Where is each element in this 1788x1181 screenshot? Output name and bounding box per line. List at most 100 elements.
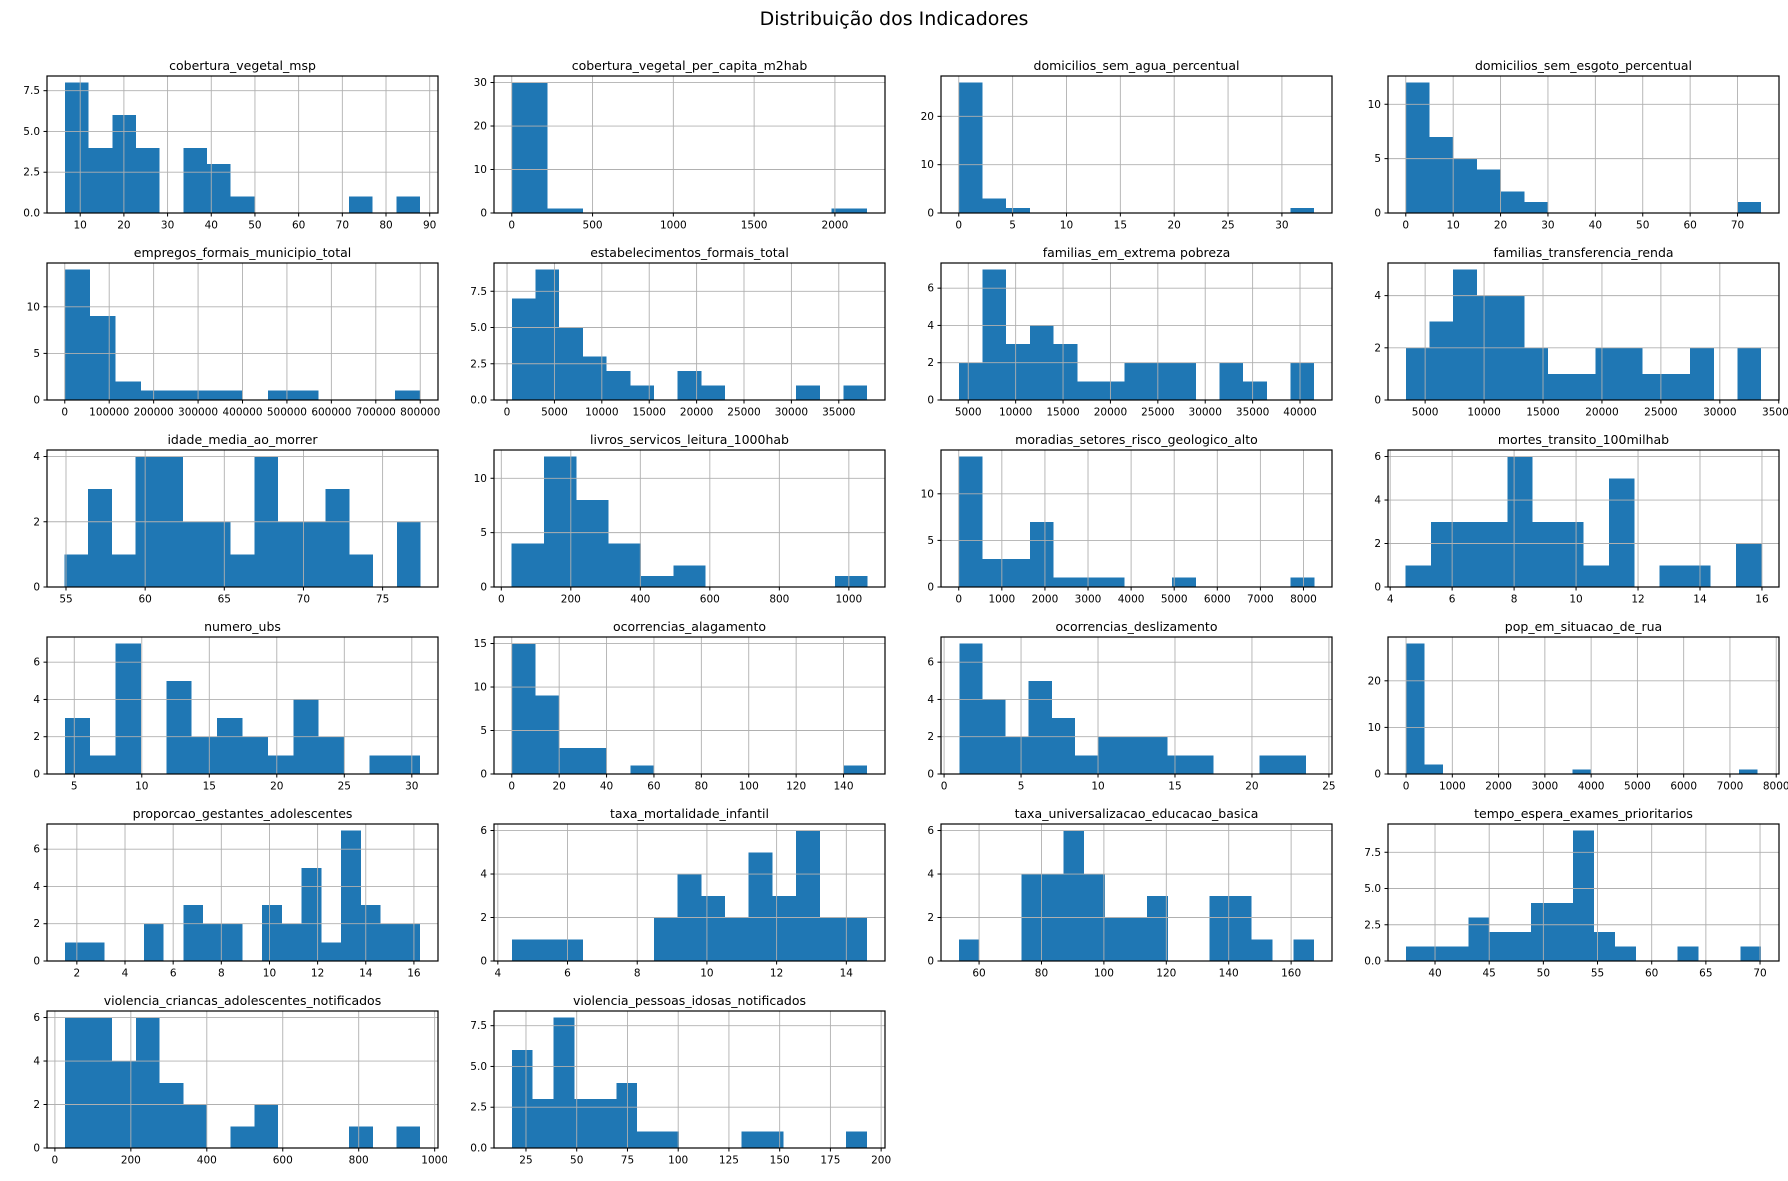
y-tick-label: 4 [1374,495,1381,507]
subplot-ocorrencias_alagamento: 0 20 40 60 80 100 120 140 0 5 10 15 ocorrencias_alag… [474,619,886,793]
subplot-title: livros_servicos_leitura_1000hab [590,432,789,447]
x-tick-label: 600 [273,1155,293,1167]
subplot-taxa_universalizacao_educacao_basica: 60 80 100 120 140 160 0 2 4 6 taxa_universalizacao… [927,806,1333,980]
x-tick-label: 400 [197,1155,217,1167]
x-tick-label: 120 [1156,968,1176,980]
histogram-bar [301,521,326,587]
histogram-bar [1593,932,1615,961]
histogram-bar [582,747,607,774]
x-tick-label: 125 [719,1155,739,1167]
histogram-bar [511,543,545,587]
y-tick-label: 6 [927,825,934,837]
histogram-bar [616,1082,638,1148]
subplot-idade_media_ao_morrer: 55 60 65 70 75 0 2 4 idade_media_ao_morrer [33,432,439,606]
x-tick-label: 30 [161,220,174,232]
histogram-bar [831,208,868,213]
subplot-title: numero_ubs [204,619,281,634]
x-tick-label: 5000 [1161,594,1188,606]
histogram-bar [1571,373,1596,400]
subplot-title: idade_media_ao_morrer [167,432,318,447]
histogram-bar [1500,191,1525,213]
y-tick-label: 0 [480,582,487,594]
x-tick-label: 2000 [822,220,849,232]
histogram-bar [959,643,983,774]
x-tick-label: 100 [739,781,759,793]
x-tick-label: 0 [508,781,515,793]
x-tick-label: 25000 [1141,407,1174,419]
x-tick-label: 35000 [1762,407,1788,419]
y-tick-label: 0 [1374,582,1381,594]
histogram-bar [958,456,983,587]
x-tick-label: 12 [311,968,324,980]
histogram-bar [1100,577,1125,587]
x-tick-label: 15 [1114,220,1127,232]
x-tick-label: 140 [834,781,854,793]
x-tick-label: 80 [1035,968,1048,980]
y-tick-label: 5 [927,535,934,547]
x-tick-label: 0 [504,407,511,419]
histogram-bar [1290,577,1315,587]
histogram-bar [1006,208,1030,213]
histogram-bar [1685,565,1711,587]
subplot-title: domicilios_sem_esgoto_percentual [1475,58,1692,73]
histogram-bar [1405,565,1432,587]
histogram-bar [341,830,361,961]
histogram-bar [535,695,560,774]
histogram-bar [1121,736,1145,774]
histogram-bar [1005,736,1029,774]
histogram-bar [1251,939,1273,961]
histogram-bar [321,942,342,961]
y-tick-label: 7.5 [1364,847,1381,859]
x-tick-label: 1000 [660,220,687,232]
x-tick-label: 5 [71,781,78,793]
histogram-bar [396,1126,421,1148]
subplot-proporcao_gestantes_adolescentes: 2 4 6 8 10 12 14 16 0 2 4 6 proporcao_gestantes_adol… [33,806,439,980]
subplot-cobertura_vegetal_per_capita_m2hab: 0 500 1000 1500 2000 0 10 20 30 cobertura_vegetal… [474,58,886,232]
subplot-violencia_criancas_adolescentes_notificados: 0 200 400 600 800 1000 0 2 4 6 violencia_criancas_… [33,993,447,1167]
x-tick-label: 6 [1449,594,1456,606]
histogram-bar [1006,559,1030,587]
histogram-bar [1547,373,1572,400]
x-tick-label: 12 [1631,594,1644,606]
y-tick-label: 5 [480,725,487,737]
y-tick-label: 7.5 [470,1020,487,1032]
x-tick-label: 2000 [1032,594,1059,606]
histogram-bar [834,576,868,587]
subplot-numero_ubs: 5 10 15 20 25 30 0 2 4 6 numero_ubs [33,619,439,793]
subplot-familias_transferencia_renda: 5000 10000 15000 20000 25000 30000 35000 0 2 4 fam… [1374,245,1788,419]
x-tick-label: 5000 [1624,781,1651,793]
x-tick-label: 100 [668,1155,688,1167]
y-tick-label: 4 [927,320,934,332]
histogram-bar [222,923,243,961]
x-tick-label: 200 [871,1155,891,1167]
histogram-bar [1259,755,1283,774]
x-tick-label: 1000 [835,594,862,606]
axes-frame [46,75,439,214]
x-tick-label: 200 [121,1155,141,1167]
histogram-bar [230,554,255,587]
histogram-bar [1619,347,1643,400]
axes-frame [940,823,1333,962]
histogram-bar [191,736,218,774]
subplot-cobertura_vegetal_msp: 10 20 30 40 50 60 70 80 90 0.0 2.5 5.0 7.5 cobertura_… [23,58,439,232]
y-tick-label: 15 [474,638,487,650]
histogram-bar [511,1050,533,1148]
x-tick-label: 4 [1387,594,1394,606]
x-tick-label: 2 [74,968,81,980]
histogram-bar [1053,577,1078,587]
y-tick-label: 4 [33,694,40,706]
histogram-bar [1167,755,1191,774]
histogram-bar [64,1017,89,1148]
histogram-bar [1405,347,1430,400]
histogram-bar [532,1099,554,1148]
y-tick-label: 10 [1368,99,1381,111]
y-tick-label: 0.0 [470,395,487,407]
x-tick-label: 175 [820,1155,840,1167]
y-tick-label: 10 [474,473,487,485]
x-tick-label: 20000 [1585,407,1618,419]
x-tick-label: 150 [770,1155,790,1167]
x-tick-label: 30000 [1703,407,1736,419]
histogram-bar [380,923,401,961]
x-tick-label: 40 [600,781,613,793]
histogram-bar [1146,895,1168,961]
